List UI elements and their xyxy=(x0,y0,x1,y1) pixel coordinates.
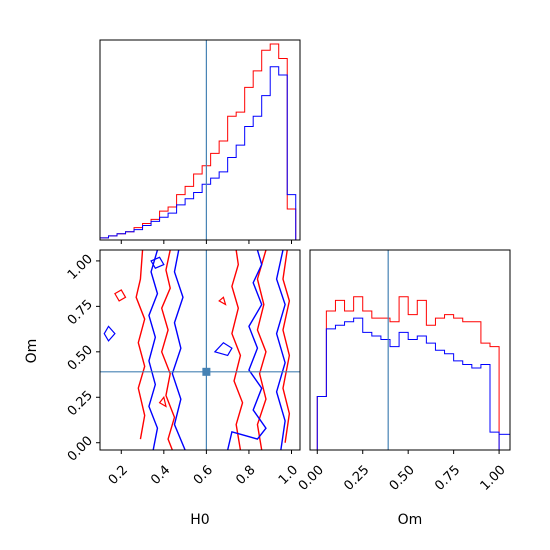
om-hist-x-tick-label: 0.00 xyxy=(296,463,327,494)
x-axis-label-om: Om xyxy=(398,512,423,528)
h0-histogram-step-series-2 xyxy=(99,66,297,240)
contour-red-3 xyxy=(231,250,244,450)
contour-red-1 xyxy=(160,250,176,450)
om-histogram-frame xyxy=(309,249,511,451)
contour-y-tick-label: 0.25 xyxy=(65,388,96,419)
contour-red-4 xyxy=(256,250,267,450)
h0-histogram-frame xyxy=(99,39,301,241)
om-hist-x-tick-label: 0.25 xyxy=(341,463,372,494)
contour-y-tick-label: 1.00 xyxy=(65,252,96,283)
contour-red-island-1 xyxy=(114,289,127,302)
contour-red-5 xyxy=(282,250,291,443)
contour-x-tick-label: 0.6 xyxy=(191,463,216,488)
om-hist-x-tick-label: 0.75 xyxy=(432,463,463,494)
contour-blue-4 xyxy=(275,250,286,450)
contour-blue-island-3 xyxy=(150,256,165,269)
contour-blue-3 xyxy=(226,250,267,450)
contour-red-2 xyxy=(135,250,146,440)
contour-truth-marker xyxy=(202,367,211,376)
h0-histogram-panel xyxy=(99,39,301,244)
om-histogram-step-series-1 xyxy=(316,296,500,450)
om-hist-x-tick-label: 0.50 xyxy=(387,463,418,494)
x-axis-label-h0: H0 xyxy=(190,512,209,528)
contour-y-tick-label: 0.75 xyxy=(65,297,96,328)
contour-frame xyxy=(99,249,301,451)
y-axis-label-om: Om xyxy=(24,339,40,364)
om-histogram-panel: 0.00 0.25 0.50 0.75 1.00 xyxy=(296,249,511,494)
om-hist-x-tick-label: 1.00 xyxy=(478,463,509,494)
om-histogram-step-series-2 xyxy=(316,317,500,450)
contour-x-tick-label: 0.8 xyxy=(233,463,258,488)
contour-blue-island-1 xyxy=(103,325,116,342)
contour-y-tick-label: 0.50 xyxy=(65,343,96,374)
contour-y-tick-label: 0.00 xyxy=(65,434,96,465)
contour-lines xyxy=(103,250,291,450)
h0-histogram-step-series-1 xyxy=(99,43,297,240)
contour-x-tick-label: 0.4 xyxy=(148,463,173,488)
h0-om-contour-panel: 0.2 0.4 0.6 0.8 1.00.000.250.500.751.00 xyxy=(65,249,301,488)
contour-red-island-2 xyxy=(158,395,167,408)
contour-red-island-3 xyxy=(218,296,227,306)
contour-x-tick-label: 0.2 xyxy=(106,463,131,488)
contour-blue-1 xyxy=(148,250,159,450)
contour-blue-island-2 xyxy=(213,341,233,357)
contour-blue-2 xyxy=(171,250,186,450)
